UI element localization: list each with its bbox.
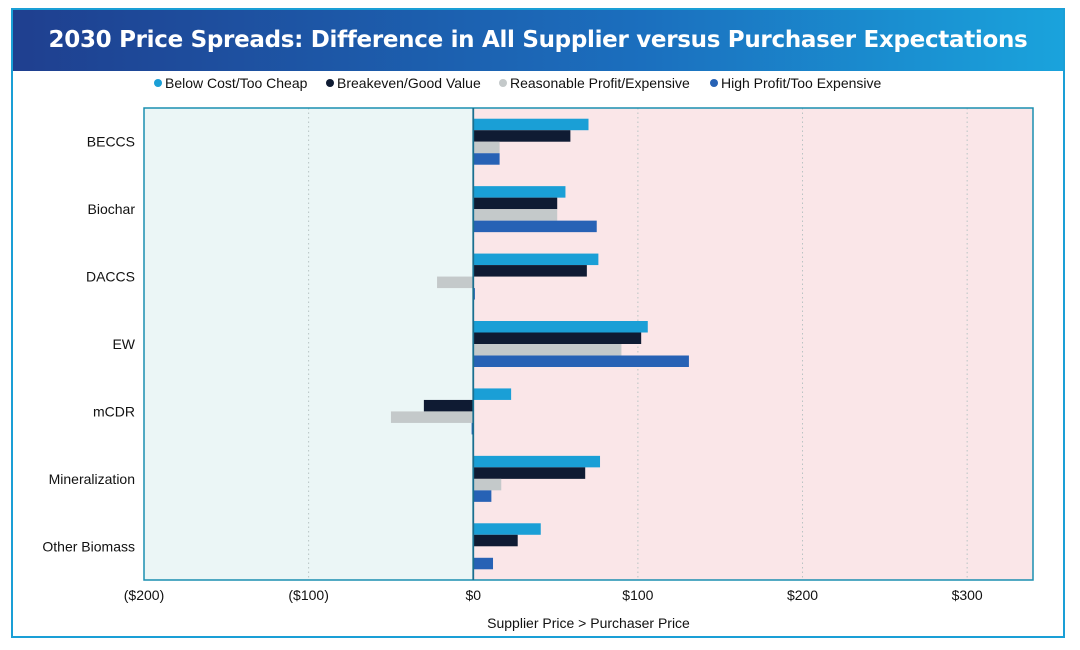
category-label: DACCS (86, 269, 135, 285)
bar-beccs-series-3 (473, 141, 500, 154)
x-axis-title: Supplier Price > Purchaser Price (487, 615, 690, 631)
category-label: Mineralization (49, 471, 135, 487)
bar-biochar-series-2 (473, 197, 558, 210)
legend: Below Cost/Too Cheap Breakeven/Good Value… (154, 75, 882, 91)
category-label: BECCS (87, 134, 135, 150)
bar-other-biomass-series-2 (473, 534, 518, 547)
bar-beccs-series-1 (473, 118, 589, 131)
category-label: Other Biomass (42, 538, 135, 554)
legend-marker (499, 79, 507, 87)
bar-ew-series-3 (473, 344, 622, 356)
bar-other-biomass-series-4 (473, 557, 494, 570)
x-tick-label: ($200) (124, 587, 164, 603)
bar-mcdr-series-3 (390, 411, 474, 423)
bar-mineralization-series-1 (473, 455, 601, 468)
legend-label: High Profit/Too Expensive (721, 75, 882, 91)
bar-daccs-series-3 (437, 276, 474, 289)
bar-biochar-series-4 (473, 220, 597, 233)
negative-region (144, 108, 474, 580)
chart-title: 2030 Price Spreads: Difference in All Su… (48, 27, 1028, 53)
legend-label: Breakeven/Good Value (337, 75, 481, 91)
plot-border (143, 107, 1034, 581)
bar-other-biomass-series-1 (473, 523, 541, 535)
x-tick-label: ($100) (288, 587, 328, 603)
legend-label: Reasonable Profit/Expensive (510, 75, 690, 91)
x-tick-label: $100 (622, 587, 653, 603)
x-tick-label: $300 (952, 587, 983, 603)
legend-marker (154, 79, 162, 87)
category-label: mCDR (93, 403, 135, 419)
bar-daccs-series-1 (473, 253, 599, 266)
category-label: EW (112, 336, 135, 352)
category-label: Biochar (88, 201, 136, 217)
bar-ew-series-1 (473, 321, 648, 333)
legend-label: Below Cost/Too Cheap (165, 75, 308, 91)
x-tick-label: $200 (787, 587, 818, 603)
bar-beccs-series-4 (473, 153, 500, 165)
bar-biochar-series-3 (473, 209, 558, 221)
bar-mineralization-series-4 (473, 490, 492, 502)
title-bar (13, 10, 1063, 71)
bar-beccs-series-2 (473, 130, 571, 142)
bar-biochar-series-1 (473, 186, 566, 198)
legend-marker (710, 79, 718, 87)
x-tick-label: $0 (465, 587, 481, 603)
axes: BECCS Biochar DACCS EW mCDR Mineralization Oth… (42, 107, 1034, 603)
bar-mcdr-series-1 (473, 388, 512, 400)
legend-marker (326, 79, 334, 87)
bar-mineralization-series-2 (473, 467, 586, 479)
bar-ew-series-4 (473, 355, 689, 367)
bar-ew-series-2 (473, 332, 642, 344)
bar-mineralization-series-3 (473, 478, 502, 491)
bar-daccs-series-2 (473, 265, 587, 277)
bar-mcdr-series-2 (423, 399, 474, 412)
